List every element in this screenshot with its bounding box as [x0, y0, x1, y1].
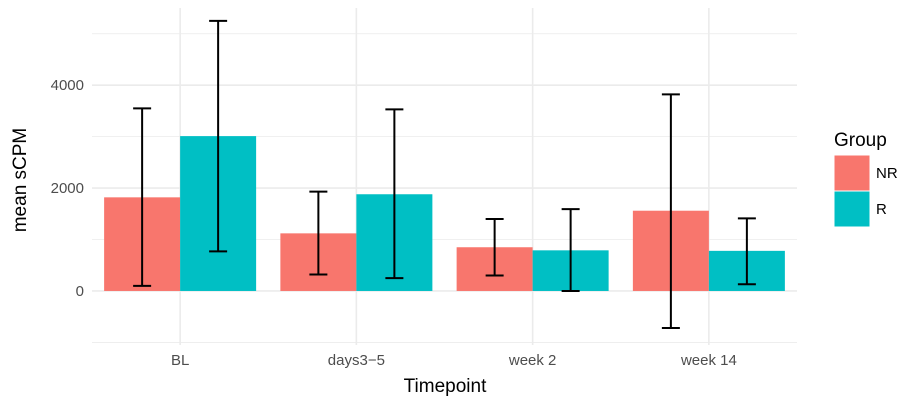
legend-key-R	[833, 190, 871, 228]
y-tick-labels: 0 2000 4000	[51, 77, 84, 300]
legend-title: Group	[834, 130, 887, 151]
y-tick-label: 2000	[51, 180, 84, 197]
x-tick-label: days3−5	[328, 352, 385, 369]
bars	[104, 136, 785, 291]
legend-item-NR: NR	[833, 154, 898, 192]
y-axis-title: mean sCPM	[10, 128, 31, 233]
error-bar-NR-0	[133, 107, 152, 287]
legend-key-NR	[833, 154, 871, 192]
x-tick-label: week 14	[680, 352, 737, 369]
x-tick-labels: BL days3−5 week 2 week 14	[171, 352, 737, 369]
error-bar-NR-2	[485, 217, 504, 277]
error-bar-R-2	[561, 208, 580, 292]
error-bar-R-3	[737, 217, 756, 286]
error-bar-NR-1	[309, 190, 328, 276]
error-bar-R-0	[209, 19, 228, 253]
x-axis-title: Timepoint	[404, 376, 487, 397]
error-bar-R-1	[385, 108, 404, 280]
legend: Group NR R	[833, 130, 898, 228]
legend-item-R: R	[833, 190, 887, 228]
x-tick-label: BL	[171, 352, 189, 369]
legend-label-NR: NR	[876, 165, 898, 182]
y-tick-label: 0	[76, 283, 84, 300]
y-tick-label: 4000	[51, 77, 84, 94]
x-tick-label: week 2	[508, 352, 557, 369]
error-bars	[133, 19, 756, 330]
legend-label-R: R	[876, 201, 887, 218]
error-bar-NR-3	[661, 93, 680, 330]
